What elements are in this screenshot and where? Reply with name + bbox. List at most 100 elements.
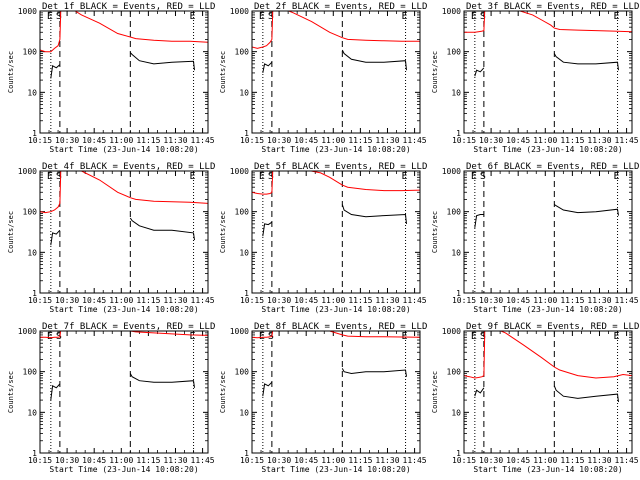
x-tick-label: 11:30 [375,296,399,305]
x-tick-label: 10:30 [267,296,291,305]
lld-series-line [252,171,420,195]
x-tick-label: 10:45 [294,136,318,145]
x-tick-label: 11:30 [163,136,187,145]
x-tick-label: 10:45 [506,296,530,305]
y-axis-label: Counts/sec [219,51,227,93]
x-tick-label: 11:00 [109,456,133,465]
x-tick-label: 10:30 [479,456,503,465]
x-tick-label: 11:15 [136,296,160,305]
event-marker-label: S [480,171,486,182]
plot-frame [39,170,209,294]
x-tick-label: 11:15 [136,136,160,145]
x-tick-label: 11:15 [136,456,160,465]
x-tick-label: 11:45 [191,456,215,465]
y-tick-label: 1000 [442,327,461,336]
x-axis-label: Start Time (23-Jun-14 10:08:20) [49,145,198,154]
x-tick-label: 10:45 [82,296,106,305]
x-tick-label: 11:00 [321,456,345,465]
y-tick-label: 10 [451,248,461,257]
panel-3: Det 3f BLACK = Events, RED = LLD Counts/s… [431,2,639,154]
x-tick-label: 11:15 [348,456,372,465]
events-series-line [262,221,273,237]
event-marker-label: E [614,11,620,22]
y-tick-label: 1000 [18,7,37,16]
x-tick-label: 10:15 [28,136,52,145]
x-tick-label: 11:45 [615,136,639,145]
y-tick-label: 1 [456,449,461,458]
x-tick-label: 11:45 [403,136,427,145]
y-tick-label: 100 [447,368,462,377]
event-marker-label: E [259,11,265,22]
x-tick-label: 10:15 [452,296,476,305]
y-tick-label: 100 [447,48,462,57]
y-axis-label: Counts/sec [7,211,15,253]
x-axis-label: Start Time (23-Jun-14 10:08:20) [261,465,410,474]
series-group [40,11,208,79]
event-marker-label: S [56,11,62,22]
events-series-line [553,53,619,71]
events-series-line [262,381,273,397]
lld-series-line [464,331,632,379]
y-tick-label: 100 [23,48,38,57]
x-tick-label: 11:45 [191,296,215,305]
x-axis-label: Start Time (23-Jun-14 10:08:20) [261,305,410,314]
y-tick-label: 100 [23,368,38,377]
y-tick-label: 1000 [230,327,249,336]
y-tick-label: 10 [239,88,249,97]
x-tick-label: 10:30 [55,296,79,305]
events-series-line [50,229,61,246]
y-tick-label: 1000 [18,327,37,336]
panel-7: Det 7f BLACK = Events, RED = LLD Counts/s… [7,322,215,474]
event-marker-label: E [259,171,265,182]
y-tick-label: 1 [244,129,249,138]
x-tick-label: 11:30 [587,136,611,145]
event-marker-label: E [47,11,53,22]
event-marker-label: S [56,331,62,342]
series-group [464,11,632,77]
series-group [464,331,632,403]
event-marker-label: E [402,331,408,342]
events-series-line [262,61,273,73]
event-marker-label: E [471,331,477,342]
x-tick-label: 11:15 [348,296,372,305]
x-axis-label: Start Time (23-Jun-14 10:08:20) [473,305,622,314]
events-series-line [554,204,619,216]
x-tick-label: 10:30 [55,456,79,465]
x-tick-label: 10:15 [452,136,476,145]
y-tick-label: 1 [32,289,37,298]
panel-title: Det 6f BLACK = Events, RED = LLD [466,162,639,172]
y-tick-label: 1000 [442,167,461,176]
panel-title: Det 1f BLACK = Events, RED = LLD [42,2,215,12]
y-tick-label: 1000 [230,167,249,176]
x-tick-label: 11:45 [191,136,215,145]
y-tick-label: 10 [27,88,37,97]
x-tick-label: 11:00 [109,136,133,145]
y-tick-label: 10 [239,248,249,257]
y-tick-label: 1 [32,449,37,458]
y-axis-label: Counts/sec [219,211,227,253]
x-tick-label: 10:45 [294,456,318,465]
event-marker-label: E [190,331,196,342]
y-axis-label: Counts/sec [431,371,439,413]
panel-6: Det 6f BLACK = Events, RED = LLD Counts/s… [431,162,639,314]
lld-series-line [40,171,208,214]
plot-frame [463,330,633,454]
y-tick-label: 1 [32,129,37,138]
y-tick-label: 1 [244,449,249,458]
events-series-line [50,383,61,401]
y-tick-label: 100 [235,368,250,377]
event-marker-label: E [471,11,477,22]
y-tick-label: 1 [456,289,461,298]
y-tick-label: 10 [451,88,461,97]
panel-title: Det 8f BLACK = Events, RED = LLD [254,322,427,332]
x-tick-label: 10:15 [240,456,264,465]
events-series-line [50,64,61,79]
x-tick-label: 11:15 [348,136,372,145]
plot-frame [251,170,421,294]
x-tick-label: 11:30 [587,296,611,305]
y-tick-label: 10 [451,408,461,417]
x-tick-label: 10:30 [479,136,503,145]
panel-title: Det 4f BLACK = Events, RED = LLD [42,162,215,172]
x-tick-label: 10:15 [28,296,52,305]
events-series-line [341,368,407,377]
